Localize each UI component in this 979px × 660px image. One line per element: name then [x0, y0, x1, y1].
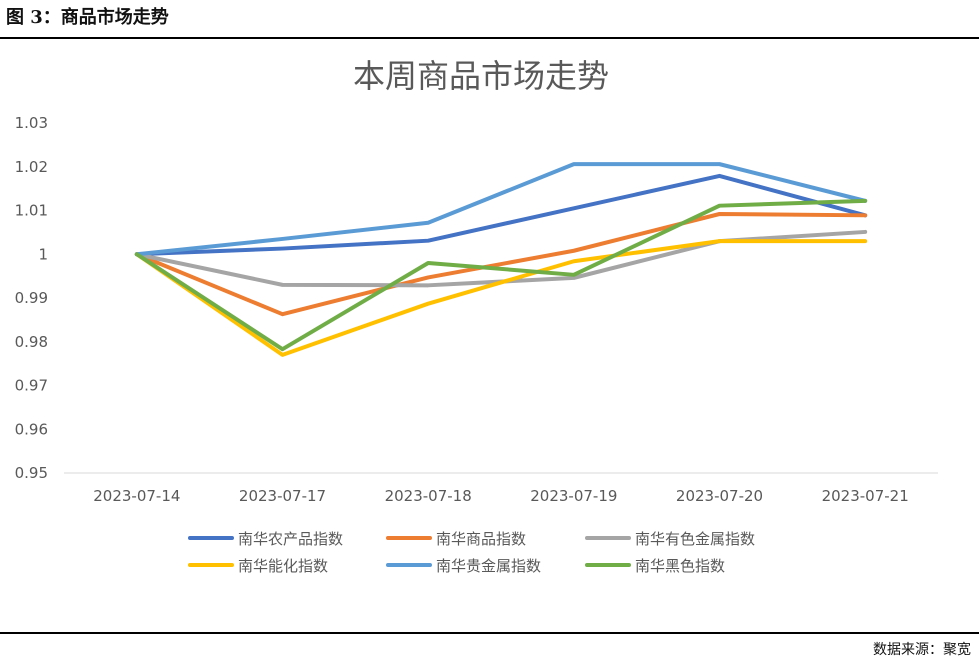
x-tick-label: 2023-07-18 — [385, 487, 472, 505]
chart-title: 本周商品市场走势 — [353, 57, 609, 95]
y-tick-label: 1.03 — [15, 114, 48, 132]
legend-label: 南华有色金属指数 — [635, 530, 755, 548]
line-chart: 本周商品市场走势 0.95 0.96 0.97 0.98 0.99 1 1.01 1.02 1.… — [15, 57, 938, 575]
y-tick-label: 0.98 — [15, 333, 48, 351]
series-line-4 — [134, 239, 868, 357]
y-tick-label: 0.95 — [15, 464, 48, 482]
x-axis: 2023-07-14 2023-07-17 2023-07-18 2023-07-19… — [93, 487, 909, 505]
legend-label: 南华农产品指数 — [238, 530, 343, 548]
bottom-rule — [0, 632, 979, 634]
series-line-2 — [134, 212, 868, 317]
x-tick-label: 2023-07-20 — [676, 487, 763, 505]
series-lines — [134, 162, 868, 357]
y-tick-label: 0.97 — [15, 377, 48, 395]
y-axis: 0.95 0.96 0.97 0.98 0.99 1 1.01 1.02 1.03 — [15, 114, 48, 482]
figure-caption: 图 3：商品市场走势 — [6, 7, 169, 28]
x-tick-label: 2023-07-17 — [239, 487, 326, 505]
series-line-6 — [134, 198, 868, 352]
y-tick-label: 1.02 — [15, 158, 48, 176]
legend-label: 南华能化指数 — [238, 557, 328, 575]
y-tick-label: 1 — [38, 245, 48, 263]
series-line-5 — [134, 162, 868, 257]
x-tick-label: 2023-07-14 — [93, 487, 180, 505]
legend-label: 南华商品指数 — [436, 530, 526, 548]
x-tick-label: 2023-07-19 — [530, 487, 617, 505]
top-rule — [0, 37, 979, 39]
y-tick-label: 0.99 — [15, 289, 48, 307]
y-tick-label: 0.96 — [15, 420, 48, 438]
legend-label: 南华黑色指数 — [635, 557, 725, 575]
legend-label: 南华贵金属指数 — [436, 557, 541, 575]
x-tick-label: 2023-07-21 — [822, 487, 909, 505]
series-line-1 — [134, 173, 868, 257]
data-source: 数据来源：聚宽 — [873, 642, 971, 658]
y-tick-label: 1.01 — [15, 202, 48, 220]
